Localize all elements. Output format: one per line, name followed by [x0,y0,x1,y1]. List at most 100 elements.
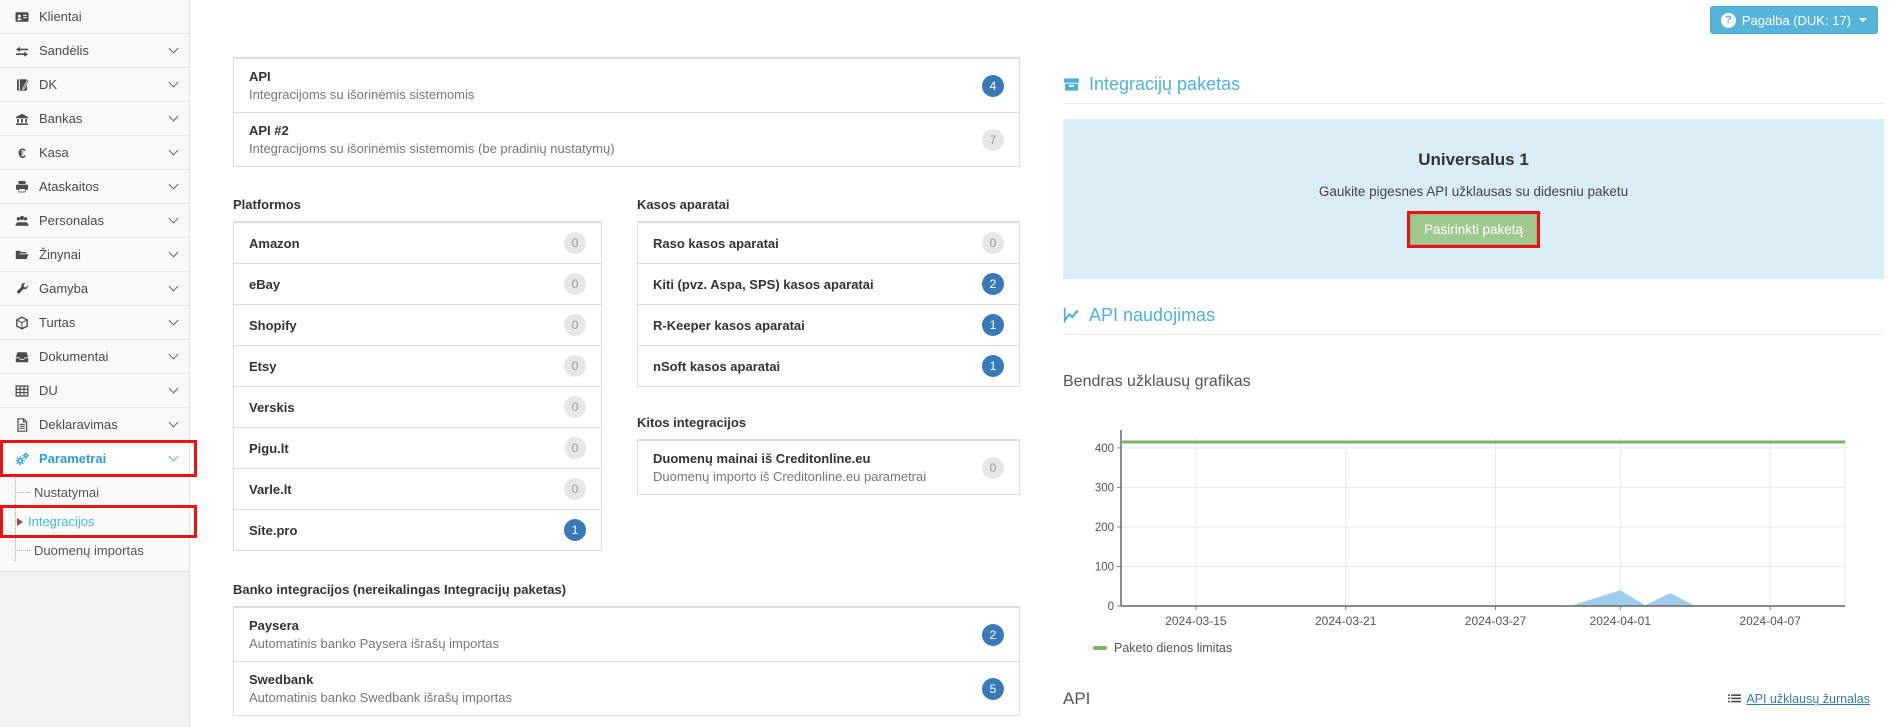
sidebar-subitem[interactable]: Duomenų importas [0,536,189,565]
tree-leader [15,492,30,493]
count-badge: 7 [982,128,1004,151]
integration-title: API [249,69,271,84]
integration-row[interactable]: API Integracijoms su išorinėmis sistemom… [234,58,1019,112]
sidebar-item[interactable]: Žinynai [0,238,189,272]
annotation-box: Pasirinkti paketą [1406,211,1541,248]
svg-text:2024-03-15: 2024-03-15 [1165,614,1227,628]
sidebar-item[interactable]: Deklaravimas [0,408,189,442]
wrench-icon [12,282,32,296]
integration-title: Swedbank [249,672,314,687]
bank-integrations-card: Paysera Automatinis banko Paysera išrašų… [233,606,1020,716]
chevron-down-icon [168,77,179,88]
integration-row[interactable]: Paysera Automatinis banko Paysera išrašų… [234,607,1019,661]
package-section-header: Integracijų paketas [1063,74,1884,104]
help-button[interactable]: ? Pagalba (DUK: 17) [1709,6,1878,34]
count-badge: 1 [982,314,1004,336]
legend-label: Paketo dienos limitas [1114,641,1233,655]
sidebar-item[interactable]: € Kasa [0,136,189,170]
sidebar-item-label: Parametrai [39,451,107,466]
integration-row[interactable]: Verskis 0 [234,386,601,427]
caret-down-icon [1859,18,1867,22]
sidebar-item[interactable]: DK [0,68,189,102]
integration-row[interactable]: Raso kasos aparatai 0 [638,222,1019,263]
svg-text:2024-03-27: 2024-03-27 [1465,614,1527,628]
count-badge: 5 [982,677,1004,700]
integration-row[interactable]: Swedbank Automatinis banko Swedbank išra… [234,661,1019,715]
package-promo: Gaukite pigesnes API užklausas su didesn… [1318,184,1629,199]
integration-row[interactable]: API #2 Integracijoms su išorinėmis siste… [234,112,1019,166]
sidebar-item[interactable]: Turtas [0,306,189,340]
sidebar-item-label: Dokumentai [39,349,109,364]
chevron-down-icon [168,111,179,122]
integration-row[interactable]: Varle.lt 0 [234,468,601,509]
sidebar-item[interactable]: Sandėlis [0,34,189,68]
sidebar-item[interactable]: Gamyba [0,272,189,306]
integration-desc: Automatinis banko Paysera išrašų importa… [249,636,500,651]
integration-row[interactable]: eBay 0 [234,263,601,304]
sidebar-item[interactable]: DU [0,374,189,408]
chevron-down-icon [168,383,179,394]
integration-row[interactable]: R-Keeper kasos aparatai 1 [638,304,1019,345]
count-badge: 0 [982,232,1004,254]
svg-text:100: 100 [1095,561,1114,573]
integrations-main: API Integracijoms su išorinėmis sistemom… [190,0,1035,716]
sidebar-item-label: Deklaravimas [39,417,118,432]
api-usage-chart: 0 100 200 300 400 2024-03-15 2024-03-21 2024-03… [1095,430,1846,628]
table-icon [12,384,32,398]
integration-row[interactable]: nSoft kasos aparatai 1 [638,345,1019,386]
usage-section-header: API naudojimas [1063,305,1884,335]
choose-package-button[interactable]: Pasirinkti paketą [1409,214,1538,245]
chevron-down-icon [168,451,179,462]
sidebar-item-label: Klientai [39,9,82,24]
chart-legend: Paketo dienos limitas [1093,641,1884,655]
sidebar-item[interactable]: Personalas [0,204,189,238]
count-badge: 0 [564,437,586,459]
sidebar-item-label: Ataskaitos [39,179,99,194]
sidebar-item[interactable]: Dokumentai [0,340,189,374]
integration-title: Amazon [249,235,300,251]
integration-title: eBay [249,276,281,292]
integration-row[interactable]: Pigu.lt 0 [234,427,601,468]
integration-row[interactable]: Kiti (pvz. Aspa, SPS) kasos aparatai 2 [638,263,1019,304]
integration-title: R-Keeper kasos aparatai [653,317,805,333]
count-badge: 2 [982,273,1004,295]
id-card-icon [12,10,32,24]
sidebar-submenu: Nustatymai Integracijos Duomenų importas [0,476,197,572]
integration-row[interactable]: Shopify 0 [234,304,601,345]
integration-title: Varle.lt [249,481,292,497]
chevron-down-icon [168,315,179,326]
integration-row[interactable]: Duomenų mainai iš Creditonline.eu Duomen… [638,440,1019,494]
count-badge: 2 [982,623,1004,646]
chevron-down-icon [168,179,179,190]
sidebar-item[interactable]: Bankas [0,102,189,136]
bank-icon [12,112,32,126]
sidebar-subitem[interactable]: Nustatymai [0,478,189,507]
integration-row[interactable]: Site.pro 1 [234,509,601,550]
sidebar-item-label: Gamyba [39,281,89,296]
sidebar-item-label: DU [39,383,58,398]
cash-registers-card: Raso kasos aparatai 0 Kiti (pvz. Aspa, S… [637,221,1020,387]
integration-desc: Duomenų importo iš Creditonline.eu param… [653,469,927,484]
count-badge: 0 [982,456,1004,479]
usage-header-label: API naudojimas [1089,305,1216,325]
integration-desc: Integracijoms su išorinėmis sistemomis (… [249,141,615,156]
integration-row[interactable]: Amazon 0 [234,222,601,263]
sidebar-item[interactable]: Parametrai [0,440,197,477]
sidebar-item-label: Žinynai [39,247,81,262]
svg-text:2024-03-21: 2024-03-21 [1315,614,1377,628]
sidebar-item-label: Kasa [39,145,69,160]
arrow-right-icon [17,517,23,526]
integration-title: Paysera [249,618,299,633]
chevron-down-icon [168,349,179,360]
package-header-label: Integracijų paketas [1089,74,1241,94]
sidebar-subitem[interactable]: Integracijos [0,505,197,538]
integration-title: Pigu.lt [249,440,289,456]
api-log-link[interactable]: API užklausų žurnalas [1728,692,1870,706]
svg-text:2024-04-07: 2024-04-07 [1739,614,1801,628]
count-badge: 4 [982,74,1004,97]
sidebar-subitem-label: Duomenų importas [34,543,144,558]
integration-row[interactable]: Etsy 0 [234,345,601,386]
sidebar-item[interactable]: Klientai [0,0,189,34]
platforms-card: Amazon 0 eBay 0 Shopify [233,221,602,551]
sidebar-item[interactable]: Ataskaitos [0,170,189,204]
